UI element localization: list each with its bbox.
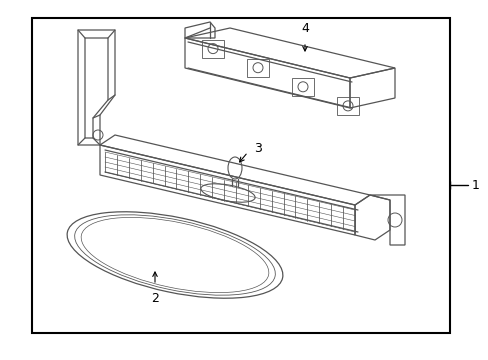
Text: 1: 1 <box>471 179 479 192</box>
Text: 4: 4 <box>301 22 308 35</box>
Text: 3: 3 <box>253 141 262 154</box>
Text: 2: 2 <box>151 292 159 305</box>
Bar <box>32 18 449 333</box>
